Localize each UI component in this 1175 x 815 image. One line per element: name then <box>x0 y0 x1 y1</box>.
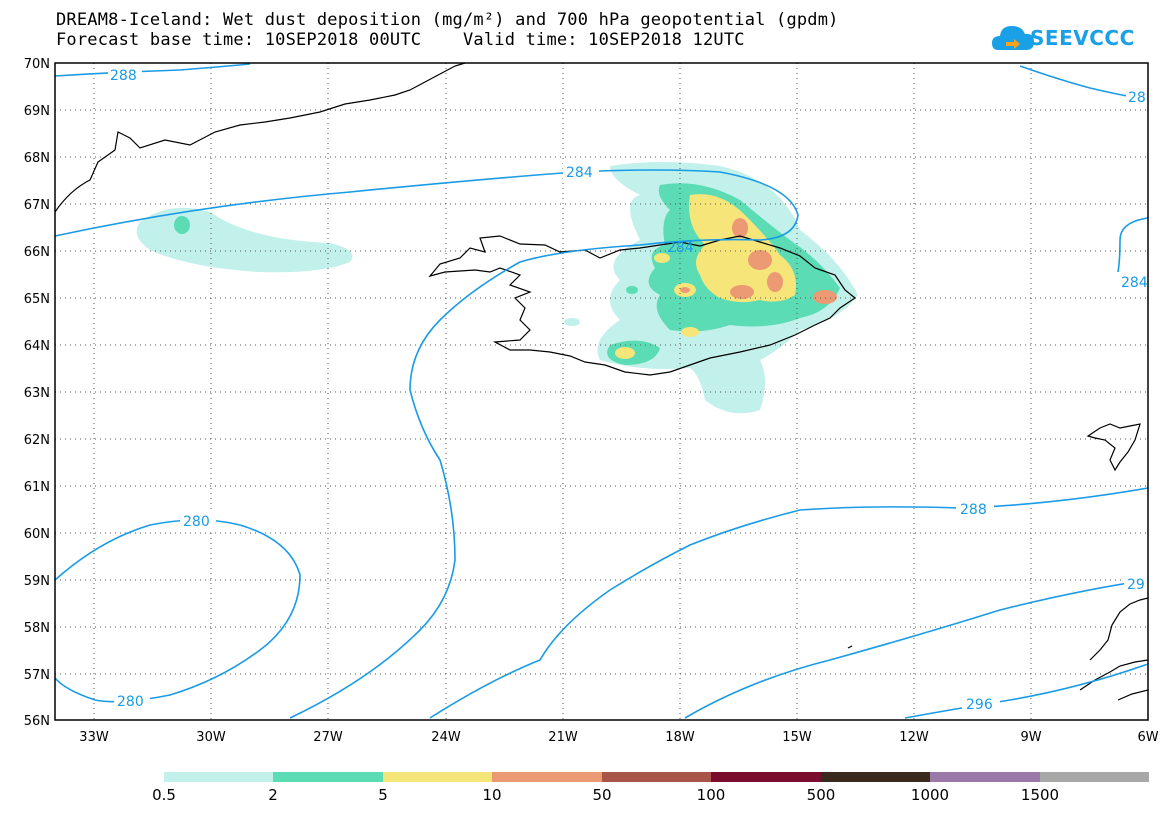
contour-label: 288 <box>960 502 987 518</box>
lat-tick-label: 59N <box>24 574 50 589</box>
lon-tick-label: 12W <box>899 730 929 745</box>
legend-swatch <box>383 772 492 782</box>
lon-tick-label: 6W <box>1137 730 1158 745</box>
color-legend: 0.5 2 5 10 50 100 500 1000 1500 <box>152 772 1149 804</box>
lat-tick-label: 60N <box>24 527 50 542</box>
lon-tick-label: 21W <box>548 730 578 745</box>
greenland-coast <box>54 62 466 213</box>
cloud-icon <box>992 26 1034 50</box>
lat-tick-label: 57N <box>24 668 50 683</box>
lat-tick-label: 58N <box>24 621 50 636</box>
contour-label: 284 <box>667 240 694 256</box>
lat-tick-label: 63N <box>24 386 50 401</box>
lat-tick-label: 66N <box>24 245 50 260</box>
legend-label: 1000 <box>911 786 949 804</box>
lat-tick-label: 69N <box>24 104 50 119</box>
contour-label: 29 <box>1127 577 1145 593</box>
legend-label: 1500 <box>1021 786 1059 804</box>
contour-labels: 288 28 284 284 284 280 280 288 29 296 <box>108 66 1150 713</box>
lon-tick-label: 33W <box>79 730 109 745</box>
legend-swatch <box>711 772 821 782</box>
legend-swatch <box>273 772 383 782</box>
map-frame <box>54 62 1149 721</box>
legend-swatch <box>602 772 711 782</box>
lon-axis: 33W 30W 27W 24W 21W 18W 15W 12W 9W 6W <box>79 730 1158 745</box>
map-title: DREAM8-Iceland: Wet dust deposition (mg/… <box>56 10 839 30</box>
contour-label: 28 <box>1128 90 1146 106</box>
lon-tick-label: 24W <box>431 730 461 745</box>
lon-tick-label: 30W <box>196 730 226 745</box>
dust-deposition-field <box>136 162 858 414</box>
lon-tick-label: 27W <box>313 730 343 745</box>
legend-label: 5 <box>378 786 388 804</box>
lat-tick-label: 64N <box>24 339 50 354</box>
legend-label: 50 <box>592 786 611 804</box>
lon-tick-label: 15W <box>782 730 812 745</box>
faroe-coast <box>1086 423 1141 472</box>
contour-label: 288 <box>110 68 137 84</box>
lat-tick-label: 68N <box>24 151 50 166</box>
legend-swatch <box>821 772 930 782</box>
legend-label: 0.5 <box>152 786 176 804</box>
contour-label: 284 <box>566 165 593 181</box>
legend-label: 10 <box>482 786 501 804</box>
contour-label: 280 <box>117 694 144 710</box>
legend-swatch <box>930 772 1040 782</box>
logo-text: SEEVCCC <box>1030 26 1135 50</box>
lat-tick-label: 65N <box>24 292 50 307</box>
contour-label: 280 <box>183 514 210 530</box>
contour-label: 296 <box>966 697 993 713</box>
map-subtitle: Forecast base time: 10SEP2018 00UTC Vali… <box>56 30 745 50</box>
contour-label: 284 <box>1121 275 1148 291</box>
legend-label: 500 <box>807 786 836 804</box>
lon-tick-label: 9W <box>1020 730 1041 745</box>
lat-tick-label: 61N <box>24 480 50 495</box>
lat-tick-label: 62N <box>24 433 50 448</box>
lon-tick-label: 18W <box>665 730 695 745</box>
lat-tick-label: 70N <box>24 57 50 72</box>
lat-tick-label: 67N <box>24 198 50 213</box>
legend-label: 2 <box>268 786 278 804</box>
legend-label: 100 <box>697 786 726 804</box>
legend-swatch <box>1040 772 1149 782</box>
legend-swatch <box>164 772 273 782</box>
legend-swatch <box>492 772 602 782</box>
lat-tick-label: 56N <box>24 714 50 729</box>
lat-axis: 70N 69N 68N 67N 66N 65N 64N 63N 62N 61N … <box>24 57 50 729</box>
gridlines <box>55 63 1148 720</box>
